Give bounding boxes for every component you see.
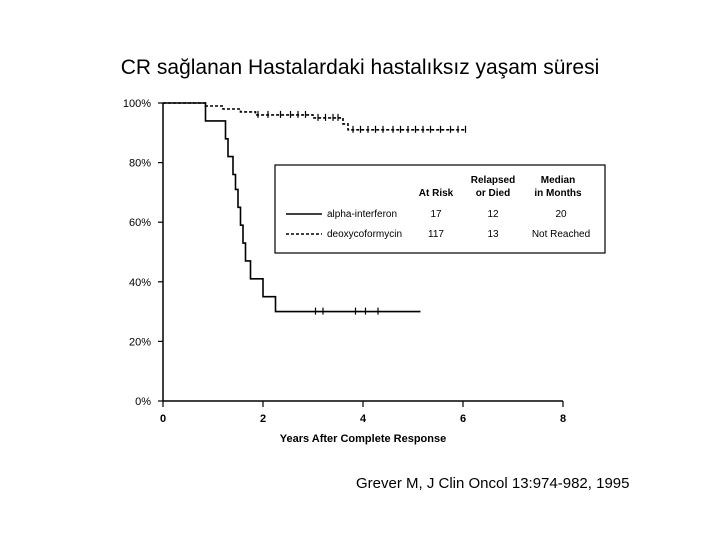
- x-tick-label: 6: [460, 413, 466, 425]
- y-tick-label: 60%: [129, 217, 151, 229]
- y-tick-group: 0% 20% 40% 60% 80% 100%: [123, 98, 163, 408]
- x-tick-label: 0: [160, 413, 166, 425]
- legend-series-name: alpha-interferon: [327, 209, 397, 220]
- slide-title: CR sağlanan Hastalardaki hastalıksız yaş…: [120, 56, 600, 79]
- curves-group: [163, 102, 467, 315]
- x-tick-label: 4: [360, 413, 367, 425]
- legend-box: [274, 164, 606, 254]
- series-line-alphainterferon: [163, 102, 421, 313]
- y-tick-label: 80%: [129, 158, 151, 170]
- legend-header-relapsed: Relapsed or Died: [471, 175, 515, 199]
- series-line-deoxycoformycin: [163, 102, 466, 131]
- legend-header-at-risk: At Risk: [419, 188, 454, 199]
- citation: Grever M, J Clin Oncol 13:974-982, 1995: [356, 475, 630, 492]
- x-tick-label: 8: [560, 413, 566, 425]
- legend: At Risk Relapsed or Died Median in Months …: [274, 164, 606, 254]
- x-tick-label: 2: [260, 413, 266, 425]
- legend-median-value: Not Reached: [532, 229, 590, 240]
- legend-rows: alpha-interferon 17 12 20 deoxycoformycin 117…: [286, 209, 590, 240]
- y-tick-label: 20%: [129, 336, 151, 348]
- legend-series-name: deoxycoformycin: [327, 229, 402, 240]
- legend-relapsed-value: 13: [487, 229, 499, 240]
- x-tick-group: 0 2 4 6 8: [160, 401, 566, 425]
- y-tick-label: 0%: [135, 396, 151, 408]
- legend-median-value: 20: [555, 209, 567, 220]
- y-tick-label: 100%: [123, 98, 151, 110]
- legend-at-risk-value: 117: [428, 229, 444, 240]
- legend-at-risk-value: 17: [430, 209, 442, 220]
- x-axis-title: Years After Complete Response: [280, 433, 446, 445]
- legend-relapsed-value: 12: [487, 209, 499, 220]
- y-tick-label: 40%: [129, 277, 151, 289]
- legend-header-median: Median in Months: [534, 175, 582, 199]
